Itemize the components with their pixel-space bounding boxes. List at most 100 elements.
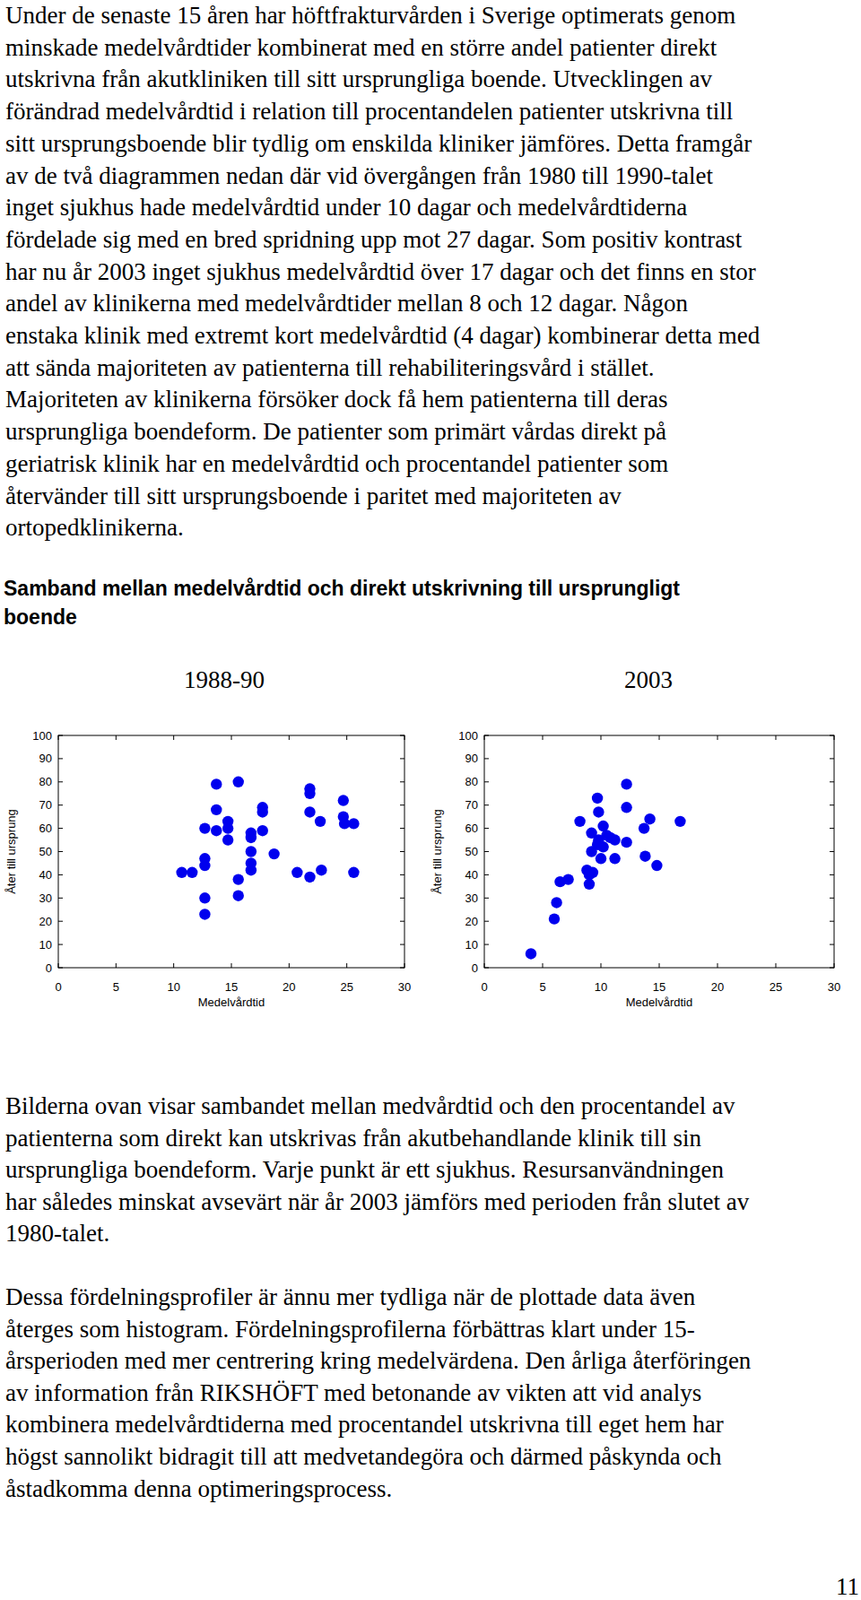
point [245, 845, 257, 857]
paragraph-line: av information från RIKSHÖFT med betonan… [5, 1377, 702, 1410]
x-tick [173, 963, 174, 968]
x-tick [231, 963, 233, 968]
x-axis-label: Medelvårdtid [626, 995, 693, 1009]
x-tick [58, 963, 60, 968]
paragraph-line: inget sjukhus hade medelvårdtid under 10… [5, 191, 688, 225]
point [210, 778, 222, 790]
x-tick-label: 25 [769, 980, 783, 994]
x-tick-label: 15 [652, 980, 666, 994]
point [595, 852, 607, 864]
y-tick-label: 70 [465, 798, 479, 812]
point [245, 864, 257, 876]
paragraph-line: Majoriteten av klinikerna försöker dock … [5, 383, 668, 417]
point [210, 825, 222, 836]
x-tick-label: 30 [827, 980, 841, 994]
point [562, 873, 574, 885]
y-tick [58, 921, 63, 922]
paragraph-line: återvänder till sitt ursprungsboende i p… [5, 480, 622, 514]
y-tick [400, 804, 405, 806]
point [548, 913, 560, 924]
paragraph-line: har således minskat avsevärt när år 2003… [5, 1186, 749, 1219]
y-tick [829, 944, 835, 946]
point [233, 776, 244, 788]
point [304, 788, 315, 800]
point [314, 816, 326, 827]
point [591, 792, 603, 804]
paragraph-line: geriatrisk klinik har en medelvårdtid oc… [5, 448, 669, 481]
x-tick [115, 963, 117, 968]
y-tick-label: 90 [465, 751, 479, 766]
y-tick-label: 80 [465, 774, 479, 789]
x-tick [404, 735, 406, 740]
x-tick [115, 735, 117, 740]
y-tick [829, 804, 835, 806]
paragraph-line: utskrivna från akutkliniken till sitt ur… [5, 63, 713, 96]
point [674, 816, 686, 827]
point [233, 890, 244, 902]
point [304, 871, 315, 883]
x-tick [542, 963, 544, 968]
paragraph-line: Under de senaste 15 åren har höftfraktur… [5, 0, 736, 33]
y-tick [484, 827, 489, 829]
paragraph-line: ursprungliga boendeform. De patienter so… [5, 416, 667, 449]
x-tick [717, 735, 719, 740]
y-tick [58, 944, 63, 946]
x-tick-label: 5 [539, 980, 546, 994]
y-tick-label: 30 [465, 891, 479, 905]
point [597, 841, 609, 853]
x-tick [58, 735, 60, 740]
x-tick-label: 0 [54, 980, 61, 994]
x-tick [484, 735, 486, 740]
points [525, 778, 687, 959]
y-tick [58, 967, 63, 969]
x-tick [346, 963, 348, 968]
x-tick-label: 10 [166, 980, 180, 994]
section-heading: Samband mellan medelvårdtid och direkt u… [3, 574, 680, 603]
y-tick [829, 921, 835, 922]
y-tick [484, 967, 489, 969]
y-tick [484, 921, 489, 922]
point [222, 834, 234, 845]
point [608, 834, 620, 845]
paragraph-line: Dessa fördelningsprofiler är ännu mer ty… [5, 1281, 696, 1314]
section-heading: boende [3, 602, 78, 632]
point [620, 801, 632, 813]
y-tick [829, 851, 835, 853]
x-tick [542, 735, 544, 740]
point [592, 806, 604, 818]
y-tick [484, 874, 489, 876]
y-tick [829, 874, 835, 876]
y-tick [58, 804, 63, 806]
paragraph-line: Bilderna ovan visar sambandet mellan med… [5, 1090, 735, 1123]
y-tick [58, 757, 63, 759]
x-tick-label: 5 [113, 980, 120, 994]
x-tick-label: 10 [594, 980, 608, 994]
point [175, 867, 187, 879]
y-tick-label: 30 [39, 891, 53, 905]
point [199, 860, 210, 871]
x-tick-label: 20 [711, 980, 724, 994]
x-tick-label: 25 [339, 980, 353, 994]
y-tick [484, 851, 489, 853]
point [651, 860, 662, 871]
y-tick-label: 10 [465, 938, 479, 952]
paragraph-line: andel av klinikerna med medelvårdtider m… [5, 287, 688, 321]
x-tick [717, 963, 719, 968]
y-tick-label: 0 [45, 961, 53, 975]
y-tick-label: 80 [39, 774, 53, 789]
x-tick [231, 735, 233, 740]
point [186, 867, 198, 879]
y-tick [58, 874, 63, 876]
y-tick [400, 851, 405, 853]
y-tick [484, 735, 489, 737]
point [210, 804, 222, 816]
point [638, 822, 650, 834]
y-tick [400, 967, 405, 969]
paragraph-line: högst sannolikt bidragit till att medvet… [5, 1441, 722, 1474]
y-axis-label: Åter till ursprung [430, 808, 444, 895]
y-tick [400, 874, 405, 876]
y-tick [484, 804, 489, 806]
point [643, 813, 655, 825]
chart-title: 2003 [624, 666, 673, 694]
charts: 1988-90051015202530010203040506070809010… [0, 0, 861, 1600]
